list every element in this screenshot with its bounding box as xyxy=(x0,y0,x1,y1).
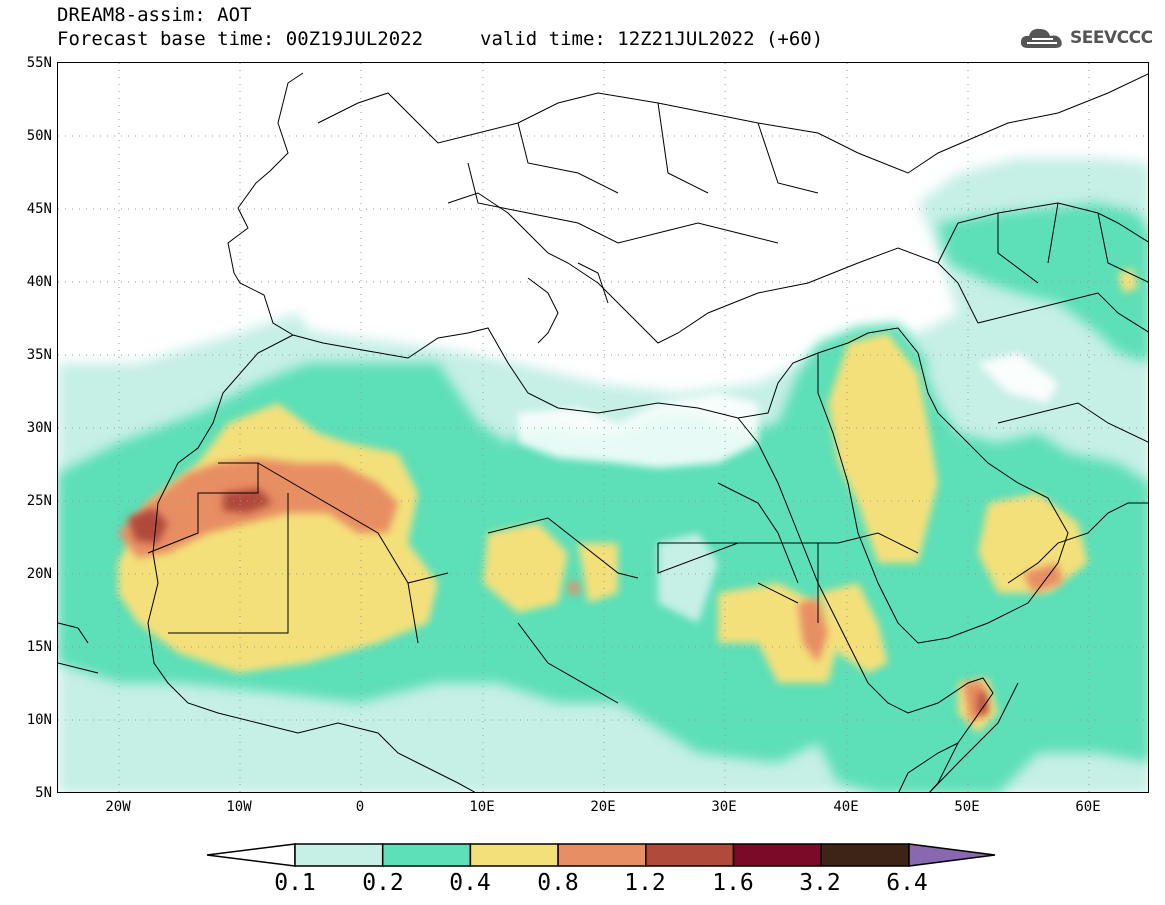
country-borders xyxy=(58,72,1148,792)
map-panel xyxy=(57,62,1149,793)
lon-label: 30E xyxy=(711,799,737,815)
map-title: DREAM8-assim: AOT xyxy=(57,4,252,26)
colorbar-label: 0.1 xyxy=(274,870,316,896)
colorbar-under-arrow xyxy=(206,843,296,867)
colorbar-box xyxy=(294,843,384,867)
valid-time: valid time: 12Z21JUL2022 (+60) xyxy=(480,28,824,50)
colorbar-box xyxy=(732,843,822,867)
aot-field-low xyxy=(518,353,1058,623)
colorbar xyxy=(206,843,996,867)
colorbar-label: 1.2 xyxy=(624,870,666,896)
logo-text: SEEVCCC xyxy=(1070,28,1153,48)
seevccc-logo: SEEVCCC xyxy=(1018,22,1153,54)
colorbar-label: 0.4 xyxy=(449,870,491,896)
colorbar-label: 3.2 xyxy=(799,870,841,896)
lat-label: 40N xyxy=(26,274,52,290)
colorbar-box xyxy=(381,843,472,867)
lon-label: 0 xyxy=(355,799,365,815)
colorbar-box xyxy=(820,843,910,867)
lon-label: 50E xyxy=(954,799,980,815)
colorbar-box xyxy=(557,843,647,867)
colorbar-label: 6.4 xyxy=(886,870,928,896)
lat-label: 10N xyxy=(26,712,52,728)
lat-label: 25N xyxy=(26,493,52,509)
lon-label: 20E xyxy=(590,799,616,815)
lat-label: 15N xyxy=(26,639,52,655)
colorbar-box xyxy=(469,843,559,867)
lat-label: 55N xyxy=(26,55,52,71)
colorbar-label: 0.8 xyxy=(537,870,579,896)
colorbar-label: 0.2 xyxy=(362,870,404,896)
lat-label: 5N xyxy=(35,785,52,801)
cloud-icon xyxy=(1020,28,1062,48)
colorbar-label: 1.6 xyxy=(712,870,754,896)
colorbar-over-arrow xyxy=(908,843,996,867)
lon-label: 10W xyxy=(226,799,252,815)
lon-label: 10E xyxy=(469,799,495,815)
lat-label: 20N xyxy=(26,566,52,582)
lon-label: 20W xyxy=(105,799,131,815)
graticule xyxy=(58,63,1148,792)
lat-label: 50N xyxy=(26,128,52,144)
lat-label: 35N xyxy=(26,347,52,363)
colorbar-box xyxy=(645,843,735,867)
forecast-base-time: Forecast base time: 00Z19JUL2022 xyxy=(57,28,424,50)
lat-label: 30N xyxy=(26,420,52,436)
lon-label: 40E xyxy=(833,799,859,815)
lat-label: 45N xyxy=(26,201,52,217)
lon-label: 60E xyxy=(1075,799,1101,815)
aot-map xyxy=(58,63,1148,792)
